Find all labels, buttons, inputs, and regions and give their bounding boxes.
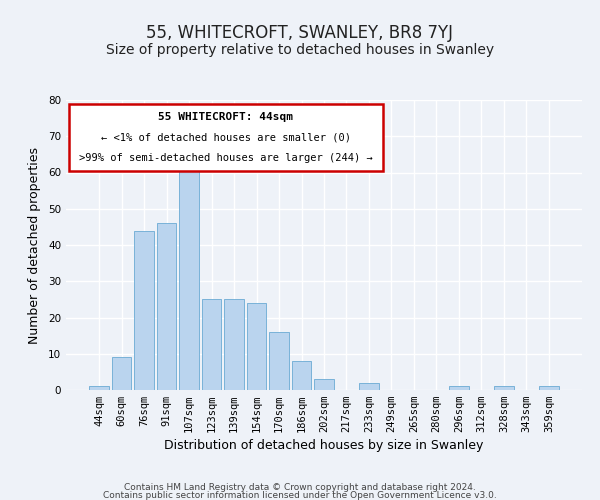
Bar xyxy=(292,361,311,390)
Bar xyxy=(179,162,199,390)
Bar xyxy=(89,386,109,390)
Text: Contains public sector information licensed under the Open Government Licence v3: Contains public sector information licen… xyxy=(103,492,497,500)
Bar xyxy=(494,386,514,390)
Bar xyxy=(269,332,289,390)
Text: >99% of semi-detached houses are larger (244) →: >99% of semi-detached houses are larger … xyxy=(79,153,373,163)
Text: 55, WHITECROFT, SWANLEY, BR8 7YJ: 55, WHITECROFT, SWANLEY, BR8 7YJ xyxy=(146,24,454,42)
Y-axis label: Number of detached properties: Number of detached properties xyxy=(28,146,41,344)
Text: Size of property relative to detached houses in Swanley: Size of property relative to detached ho… xyxy=(106,43,494,57)
Bar xyxy=(134,230,154,390)
Bar xyxy=(157,223,176,390)
Bar xyxy=(202,300,221,390)
X-axis label: Distribution of detached houses by size in Swanley: Distribution of detached houses by size … xyxy=(164,440,484,452)
Bar xyxy=(539,386,559,390)
Text: ← <1% of detached houses are smaller (0): ← <1% of detached houses are smaller (0) xyxy=(101,132,351,142)
Bar xyxy=(314,379,334,390)
Bar xyxy=(224,300,244,390)
Text: 55 WHITECROFT: 44sqm: 55 WHITECROFT: 44sqm xyxy=(158,112,293,122)
FancyBboxPatch shape xyxy=(68,104,383,171)
Bar xyxy=(112,358,131,390)
Bar xyxy=(247,303,266,390)
Text: Contains HM Land Registry data © Crown copyright and database right 2024.: Contains HM Land Registry data © Crown c… xyxy=(124,483,476,492)
Bar xyxy=(359,383,379,390)
Bar xyxy=(449,386,469,390)
